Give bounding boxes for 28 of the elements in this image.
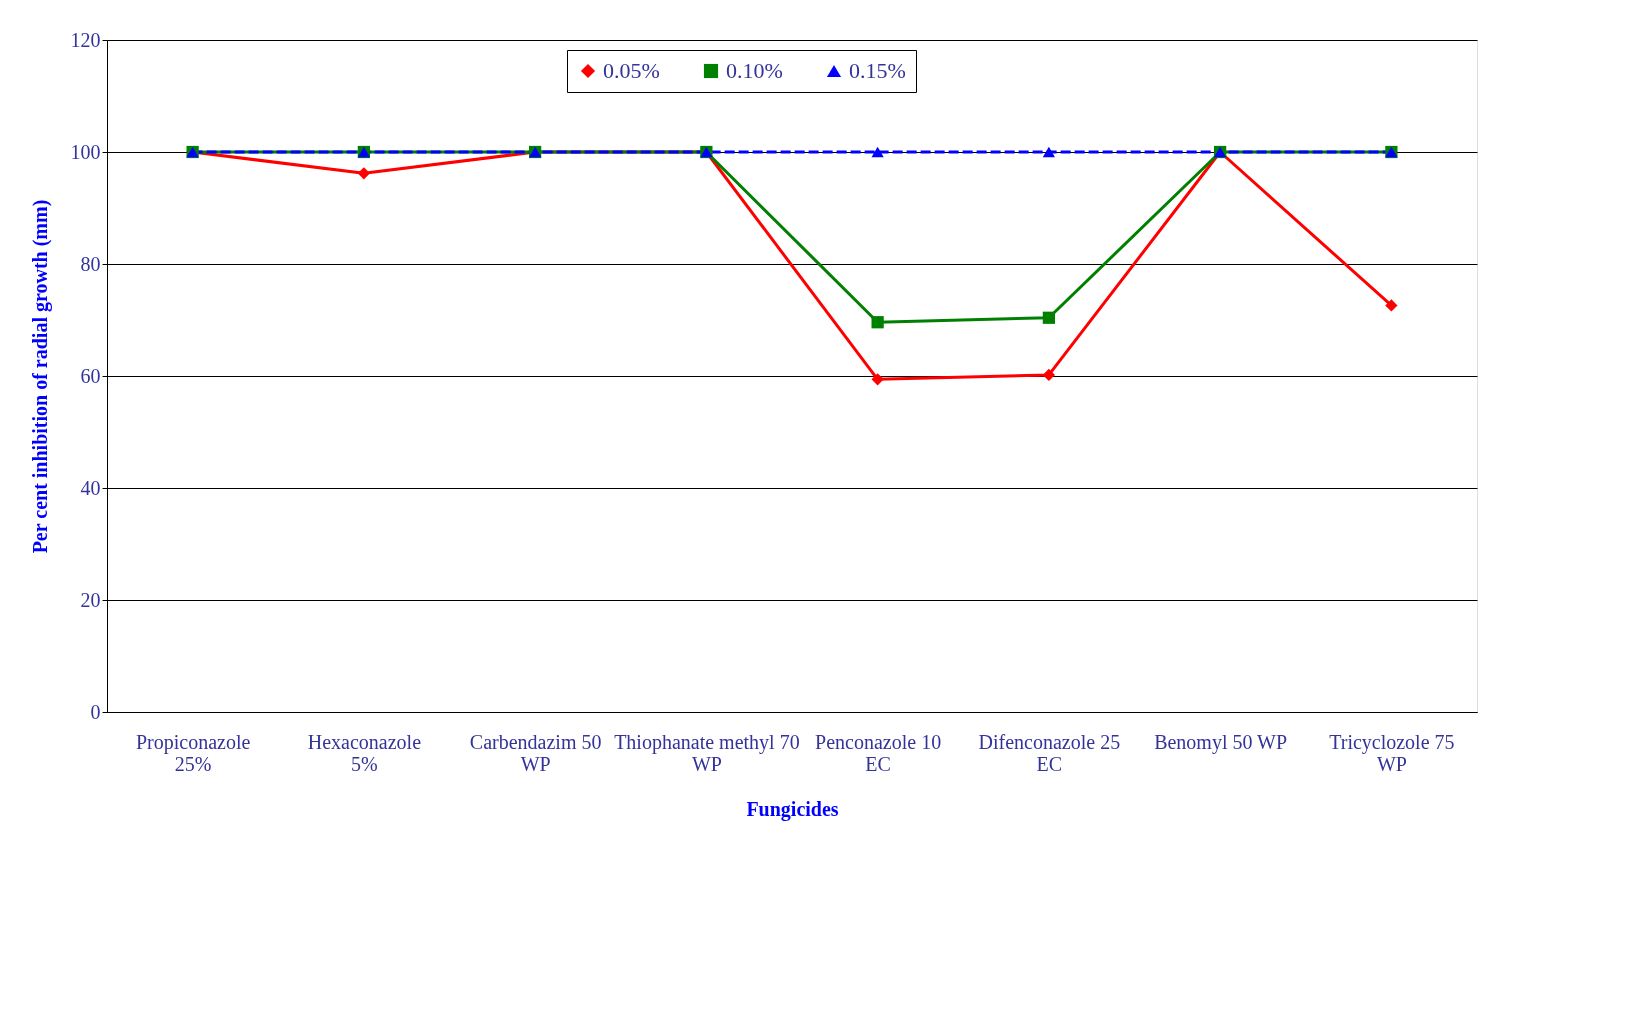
- legend-label: 0.10%: [726, 58, 783, 83]
- x-tick-label: Benomyl 50 WP: [1154, 730, 1288, 754]
- y-tick-label: 120: [70, 28, 101, 51]
- x-tick-label: Propiconazole 25%: [135, 730, 251, 775]
- point: [1042, 311, 1055, 324]
- y-tick-label: 100: [70, 140, 101, 163]
- y-tick-label: 40: [80, 476, 101, 499]
- x-axis-title: Fungicides: [746, 797, 839, 821]
- point: [357, 167, 370, 180]
- y-tick-label: 60: [80, 364, 101, 387]
- point: [1042, 368, 1055, 381]
- legend-label: 0.15%: [849, 58, 906, 83]
- x-tick-label: Carbendazim 50 WP: [469, 730, 602, 775]
- x-tick-label: Hexaconazole 5%: [307, 730, 422, 775]
- y-tick-label: 0: [90, 700, 101, 723]
- y-tick-label: 80: [80, 252, 101, 275]
- y-axis-title: Per cent inhibition of radial growth (mm): [28, 199, 52, 554]
- x-tick-label: Thiophanate methyl 70 WP: [614, 730, 800, 775]
- point: [871, 146, 884, 158]
- point: [871, 373, 884, 386]
- x-tick-label: Penconazole 10 EC: [815, 730, 942, 775]
- y-tick-label: 20: [80, 588, 101, 611]
- x-tick-label: Difenconazole 25 EC: [978, 730, 1121, 775]
- point: [1042, 146, 1055, 158]
- legend-label: 0.05%: [603, 58, 660, 83]
- point: [871, 316, 884, 329]
- x-tick-label: Tricyclozole 75 WP: [1329, 730, 1455, 775]
- point: [1385, 299, 1398, 312]
